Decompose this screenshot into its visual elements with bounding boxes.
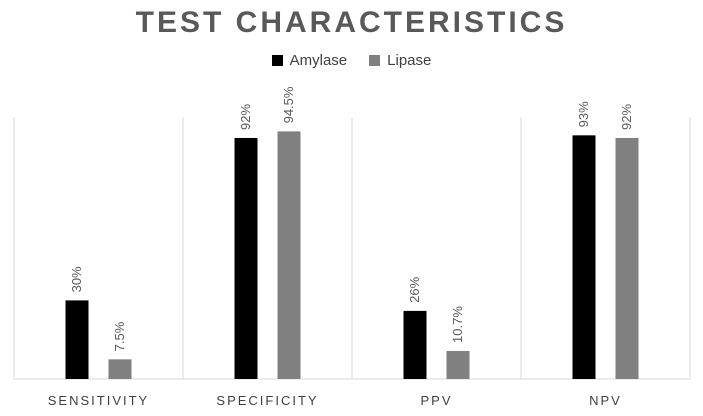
bar-lipase-ppv <box>446 350 470 379</box>
bar-amylase-sensitivity <box>65 300 89 379</box>
category-label-sensitivity: SENSITIVITY <box>48 393 149 408</box>
bar-lipase-npv <box>615 137 639 379</box>
category-label-npv: NPV <box>589 393 622 408</box>
data-label-amylase-ppv: 26% <box>407 276 422 302</box>
data-label-lipase-npv: 92% <box>619 104 634 130</box>
bar-amylase-ppv <box>403 310 427 379</box>
bar-lipase-specificity <box>277 131 301 379</box>
legend-swatch-lipase <box>369 55 381 66</box>
data-label-lipase-sensitivity: 7.5% <box>112 321 127 351</box>
data-label-amylase-npv: 93% <box>576 101 591 127</box>
category-label-ppv: PPV <box>420 393 452 408</box>
legend: Amylase Lipase <box>0 52 703 69</box>
data-label-lipase-specificity: 94.5% <box>281 86 296 123</box>
bar-amylase-specificity <box>234 137 258 379</box>
legend-label-lipase: Lipase <box>387 52 432 69</box>
bar-lipase-sensitivity <box>108 359 132 379</box>
legend-swatch-amylase <box>271 55 283 66</box>
chart-title: TEST CHARACTERISTICS <box>135 6 568 39</box>
category-label-specificity: SPECIFICITY <box>216 393 318 408</box>
data-label-amylase-specificity: 92% <box>238 104 253 130</box>
data-label-amylase-sensitivity: 30% <box>69 266 84 292</box>
legend-label-amylase: Amylase <box>289 52 348 69</box>
legend-item-amylase: Amylase <box>271 52 348 69</box>
bar-amylase-npv <box>572 135 596 379</box>
data-label-lipase-ppv: 10.7% <box>450 306 465 343</box>
legend-item-lipase: Lipase <box>369 52 431 69</box>
